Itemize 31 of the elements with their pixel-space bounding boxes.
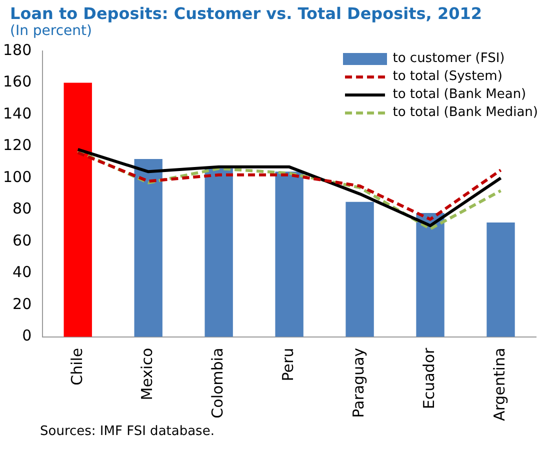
y-tick-label: 40 bbox=[12, 263, 32, 282]
y-tick-label: 100 bbox=[2, 168, 32, 186]
legend-label: to customer (FSI) bbox=[392, 50, 505, 68]
bar bbox=[204, 168, 233, 337]
bar bbox=[346, 202, 374, 337]
bar bbox=[275, 172, 304, 337]
legend-label: to total (Bank Median) bbox=[392, 104, 538, 122]
source-note: Sources: IMF FSI database. bbox=[39, 424, 216, 439]
x-tick-label: Mexico bbox=[138, 348, 156, 400]
x-tick-label: Paraguay bbox=[350, 348, 368, 418]
bar bbox=[134, 158, 162, 337]
y-tick-label: 140 bbox=[2, 104, 32, 122]
x-tick-label: Ecuador bbox=[420, 347, 438, 410]
x-tick-label: Peru bbox=[279, 348, 298, 382]
bar bbox=[64, 82, 92, 337]
y-tick-label: 60 bbox=[12, 231, 32, 250]
y-tick-label: 180 bbox=[2, 40, 32, 59]
x-tick-label: Colombia bbox=[208, 348, 227, 418]
chart-subtitle: (In percent) bbox=[9, 23, 93, 39]
y-tick-label: 120 bbox=[2, 136, 32, 154]
x-tick-label: Argentina bbox=[490, 348, 509, 422]
y-tick-label: 80 bbox=[12, 200, 32, 218]
bar bbox=[486, 222, 515, 337]
y-tick-label: 160 bbox=[2, 72, 32, 91]
x-tick-label: Chile bbox=[68, 348, 86, 386]
chart-title: Loan to Deposits: Customer vs. Total Deposits, 2012 bbox=[9, 3, 483, 23]
y-tick-label: 0 bbox=[22, 326, 32, 345]
bar bbox=[416, 212, 444, 337]
legend-label: to total (Bank Mean) bbox=[392, 86, 526, 104]
legend-label: to total (System) bbox=[392, 68, 502, 86]
y-tick-label: 20 bbox=[12, 294, 32, 313]
